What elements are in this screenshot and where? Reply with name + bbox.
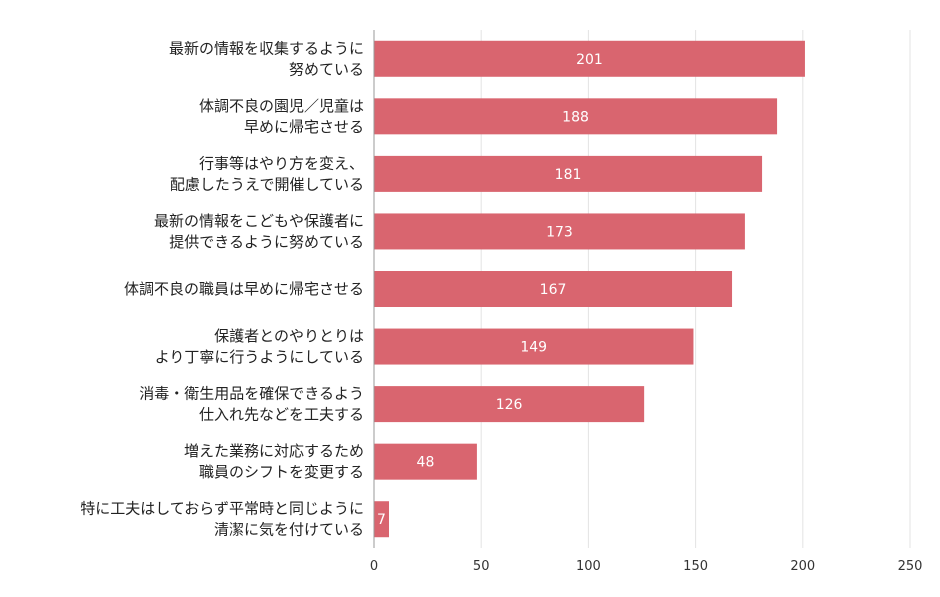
bar-value-label: 181	[555, 167, 582, 183]
bar	[374, 328, 694, 365]
category-labels: 最新の情報を収集するように努めている体調不良の園児／児童は早めに帰宅させる行事等…	[80, 39, 364, 538]
category-label: 行事等はやり方を変え、	[199, 154, 364, 172]
category-label: より丁寧に行うようにしている	[155, 348, 364, 366]
category-label: 提供できるように努めている	[169, 233, 364, 251]
bar-value-label: 126	[496, 397, 523, 413]
x-tick-label: 150	[683, 559, 708, 574]
category-label: 努めている	[289, 60, 364, 78]
category-label: 消毒・衛生用品を確保できるよう	[139, 385, 364, 403]
bar-value-label: 188	[562, 109, 589, 125]
x-tick-label: 200	[790, 559, 815, 574]
category-label: 最新の情報をこどもや保護者に	[154, 212, 364, 230]
x-tick-label: 100	[576, 559, 601, 574]
x-axis-tick-labels: 0 50 100 150 200 250	[370, 559, 923, 574]
category-label: 体調不良の園児／児童は	[199, 97, 364, 115]
x-tick-label: 0	[370, 559, 378, 574]
bar-value-label: 149	[520, 340, 547, 356]
category-label: 配慮したうえで開催している	[170, 175, 364, 193]
category-label: 最新の情報を収集するように	[169, 39, 364, 57]
category-label: 清潔に気を付けている	[214, 521, 364, 539]
bar	[374, 501, 390, 538]
category-label: 仕入れ先などを工夫する	[199, 406, 364, 424]
bar	[374, 40, 805, 77]
bar	[374, 155, 763, 192]
bar	[374, 98, 778, 135]
bar-value-label: 173	[546, 224, 573, 240]
x-tick-label: 50	[473, 559, 490, 574]
bar	[374, 386, 645, 423]
category-label: 体調不良の職員は早めに帰宅させる	[124, 280, 364, 298]
bar-value-label: 7	[377, 512, 386, 528]
bars: 201 188 181 173 167 149 126 48 7	[374, 40, 805, 538]
bar	[374, 271, 733, 307]
category-label: 早めに帰宅させる	[244, 118, 364, 136]
category-label: 増えた業務に対応するため	[184, 442, 364, 460]
x-tick-label: 250	[898, 559, 923, 574]
bar	[374, 213, 745, 250]
category-label: 保護者とのやりとりは	[214, 327, 364, 345]
bar-value-label: 48	[417, 455, 435, 471]
bar	[374, 443, 477, 480]
bar-value-label: 201	[576, 52, 603, 68]
bar-value-label: 167	[540, 282, 567, 298]
category-label: 特に工夫はしておらず平常時と同じように	[80, 500, 364, 518]
category-label: 職員のシフトを変更する	[199, 463, 364, 481]
